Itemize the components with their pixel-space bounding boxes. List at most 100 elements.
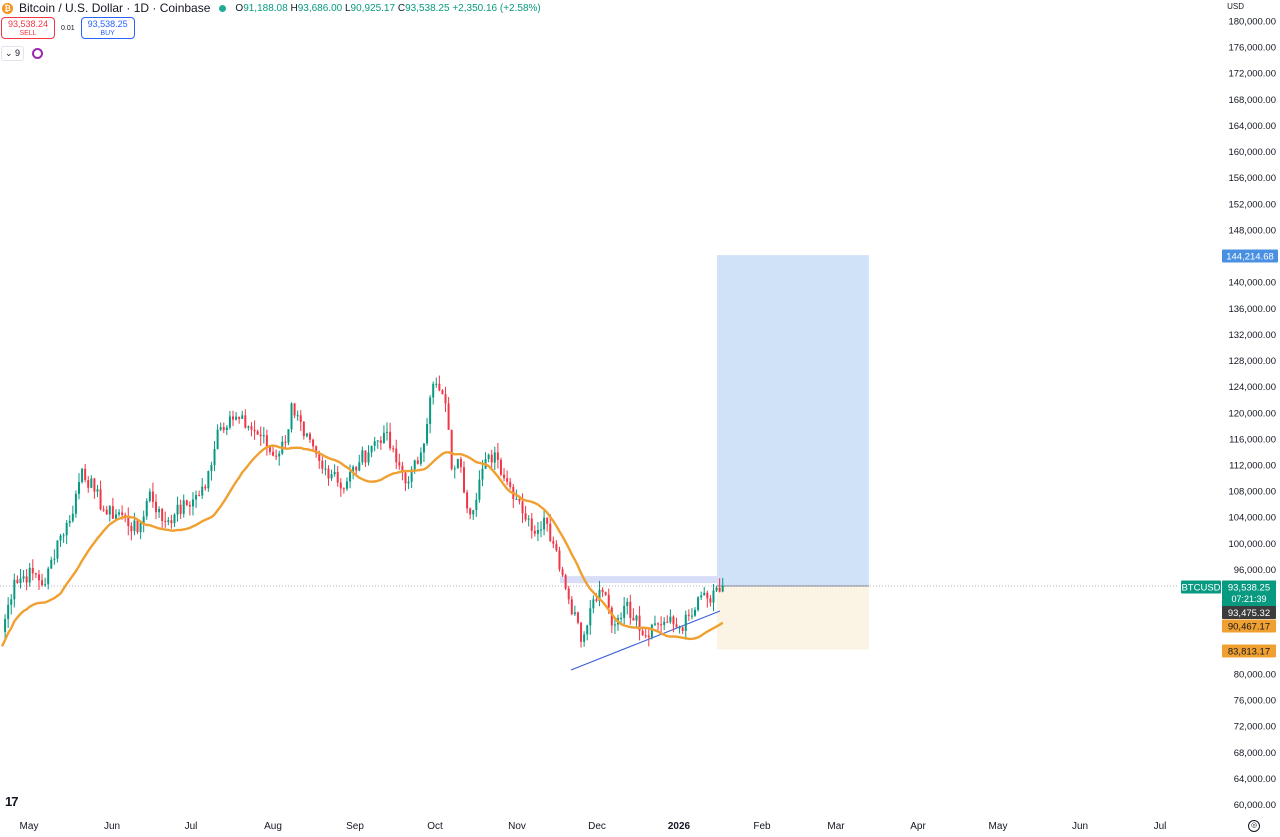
candle-body [31,567,34,574]
time-tick-label: Jun [104,821,120,832]
candle-body [586,625,589,635]
buy-button[interactable]: 93,538.25 BUY [80,17,135,39]
time-tick-label: May [989,821,1008,832]
candle-body [543,517,546,530]
candle-body [361,450,364,463]
settings-icon[interactable]: ◎ [1248,820,1260,832]
candle-body [549,523,552,542]
candle-body [419,452,422,464]
time-tick-label: Jul [1154,821,1167,832]
candle-body [324,468,327,470]
candle-body [105,509,108,515]
candle-body [456,458,459,469]
candle-body [709,598,712,603]
candle-body [715,587,718,591]
candle-body [697,597,700,610]
candle-body [564,575,567,589]
candle-body [204,486,207,489]
candle-body [576,612,579,623]
indicators-toggle[interactable]: ⌄ 9 [1,46,25,61]
candle-body [487,454,490,460]
drawing-zones [0,255,1178,671]
candle-body [164,520,167,522]
price-tick-label: 80,000.00 [1234,669,1276,680]
candle-body [623,605,626,618]
candle-body [518,498,521,502]
candle-body [19,578,22,584]
candle-body [629,601,632,618]
candle-body [660,624,663,626]
candle-body [453,468,456,470]
candle-body [145,500,148,517]
time-tick-label: Feb [753,821,771,832]
candle-body [241,415,244,419]
tradingview-logo-icon[interactable]: 17 [5,794,19,809]
candle-body [318,453,321,461]
candle-body [395,448,398,463]
price-tick-label: 120,000.00 [1228,408,1276,419]
candle-body [604,592,607,595]
candle-body [173,514,176,524]
candle-body [185,500,188,505]
candle-body [170,520,173,524]
ma-price-label: 90,467.17 [1228,622,1270,633]
candle-body [65,522,68,536]
price-tick-label: 76,000.00 [1234,696,1276,707]
candle-body [657,623,660,625]
candle-body [669,616,672,623]
candle-body [10,599,13,605]
candle-body [515,498,518,500]
candle-body [210,465,213,472]
candle-body [22,576,25,579]
candle-body [558,550,561,570]
time-tick-label: Nov [508,821,526,832]
time-tick-label: 2026 [668,821,691,832]
moving-average-line [0,444,724,647]
candle-body [373,441,376,446]
refresh-icon[interactable] [32,48,44,59]
candle-body [345,481,348,489]
candle-body [530,518,533,531]
trade-panel: 93,538.24 SELL 0.01 93,538.25 BUY [1,17,135,39]
candle-body [469,508,472,515]
candle-body [506,478,509,482]
candle-body [712,590,715,603]
high-value: 93,686.00 [297,2,343,14]
candle-body [99,489,102,510]
candle-body [382,432,385,444]
price-tick-label: 148,000.00 [1228,225,1276,236]
candle-body [601,589,604,593]
indicator-row: ⌄ 9 [1,46,44,61]
candle-body [650,624,653,638]
price-tick-label: 100,000.00 [1228,539,1276,550]
candle-body [78,482,80,494]
candle-body [62,535,65,537]
candle-body [653,623,656,625]
time-tick-label: Dec [588,821,606,832]
candle-body [607,594,610,608]
price-tick-label: 96,000.00 [1234,565,1276,576]
candle-body [93,478,96,492]
candle-body [265,435,268,447]
currency-label[interactable]: USD [1227,2,1244,11]
price-tick-label: 68,000.00 [1234,748,1276,759]
candle-body [71,513,74,521]
candle-body [401,465,404,473]
candle-body [256,431,259,435]
price-axis: 180,000.00 176,000.00 172,000.00 168,000.00… [1228,17,1276,812]
candle-body [247,426,250,428]
symbol-title[interactable]: Bitcoin / U.S. Dollar · 1D · Coinbase [19,1,211,15]
candle-body [321,460,324,469]
time-tick-label: Mar [827,821,845,832]
target-price-label-bg [1222,249,1278,263]
candle-body [68,520,71,523]
candle-body [161,509,164,521]
sell-button[interactable]: 93,538.24 SELL [1,17,55,39]
candle-body [195,494,198,500]
candle-body [56,540,59,559]
candle-body [34,573,37,575]
stop-zone [716,586,869,650]
candle-body [207,471,210,489]
